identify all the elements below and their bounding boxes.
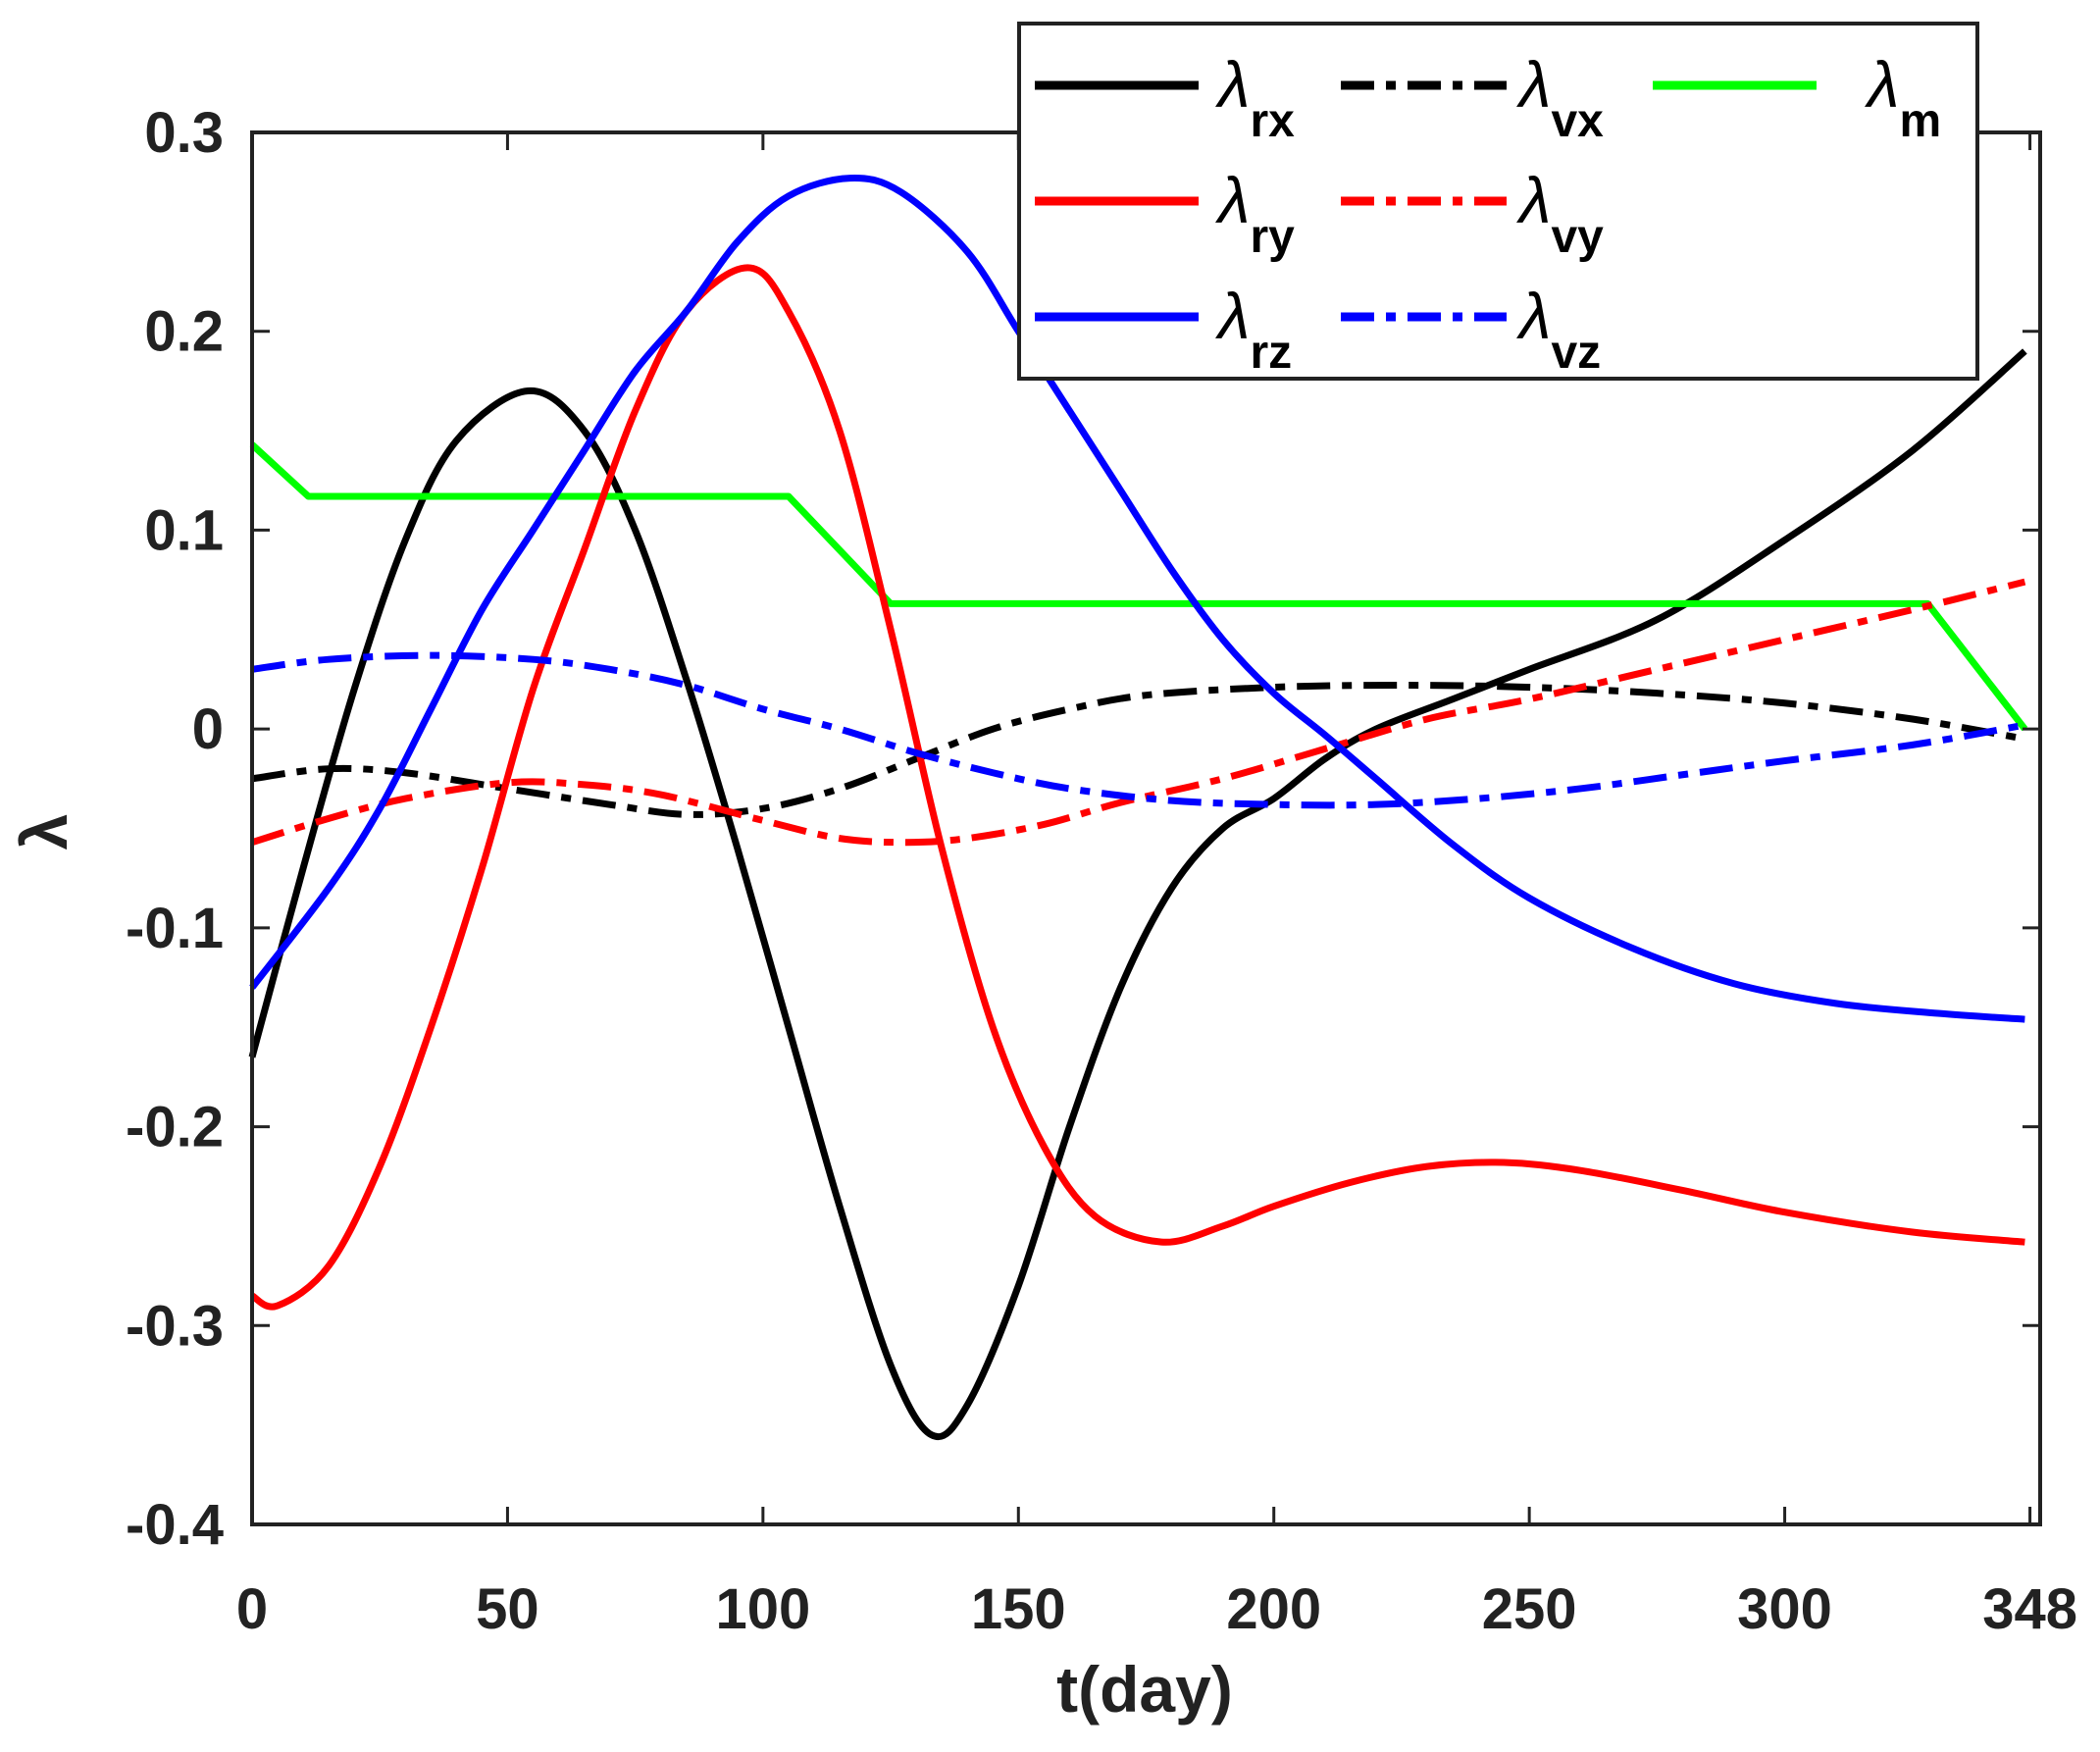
legend-label: λrz [1215, 280, 1292, 379]
y-tick-label: 0.2 [144, 300, 224, 364]
y-tick-label: 0.1 [144, 498, 224, 562]
y-axis-label: λ [8, 814, 80, 850]
legend-item-vy: λvy [1341, 164, 1604, 263]
x-tick-label: 250 [1482, 1577, 1577, 1641]
x-tick-label: 348 [1982, 1577, 2077, 1641]
series-line-rx [248, 348, 2027, 1440]
legend-label: λrx [1215, 48, 1295, 147]
legend-item-ry: λry [1035, 164, 1295, 263]
legend-label: λm [1865, 48, 1941, 147]
series-line-vx [251, 682, 2025, 818]
y-tick-label: -0.1 [126, 897, 224, 960]
legend-item-vx: λvx [1341, 48, 1604, 147]
legend-item-rx: λrx [1035, 48, 1295, 147]
series-line-ry [250, 264, 2025, 1311]
x-tick-label: 150 [971, 1577, 1066, 1641]
x-tick-label: 100 [715, 1577, 810, 1641]
y-tick-label: -0.4 [126, 1493, 224, 1557]
legend-label: λry [1215, 164, 1295, 263]
legend-item-rz: λrz [1035, 280, 1292, 379]
y-tick-label: -0.2 [126, 1096, 224, 1159]
series-line-m [249, 441, 2028, 732]
legend-label: λvy [1516, 164, 1604, 263]
legend-item-m: λm [1653, 48, 1941, 147]
y-tick-label: -0.3 [126, 1294, 224, 1358]
x-tick-label: 200 [1226, 1577, 1321, 1641]
series-line-vy [250, 578, 2026, 847]
series-line-vz [251, 651, 2025, 809]
legend-label: λvx [1516, 48, 1604, 147]
legend: λrx λvx λm λry λvy λrz λvz [1017, 22, 1979, 381]
y-tick-label: 0 [192, 697, 224, 761]
x-tick-label: 0 [236, 1577, 268, 1641]
x-tick-label: 50 [476, 1577, 539, 1641]
tick-labels: 0 50 100 150 200 250 300 348 -0.4 -0.3 -0.2 -0.1 0 0.… [126, 101, 2077, 1641]
y-tick-label: 0.3 [144, 101, 224, 165]
legend-label: λvz [1516, 280, 1601, 379]
x-tick-label: 300 [1737, 1577, 1832, 1641]
x-axis-label: t(day) [1056, 1653, 1233, 1726]
legend-item-vz: λvz [1341, 280, 1601, 379]
